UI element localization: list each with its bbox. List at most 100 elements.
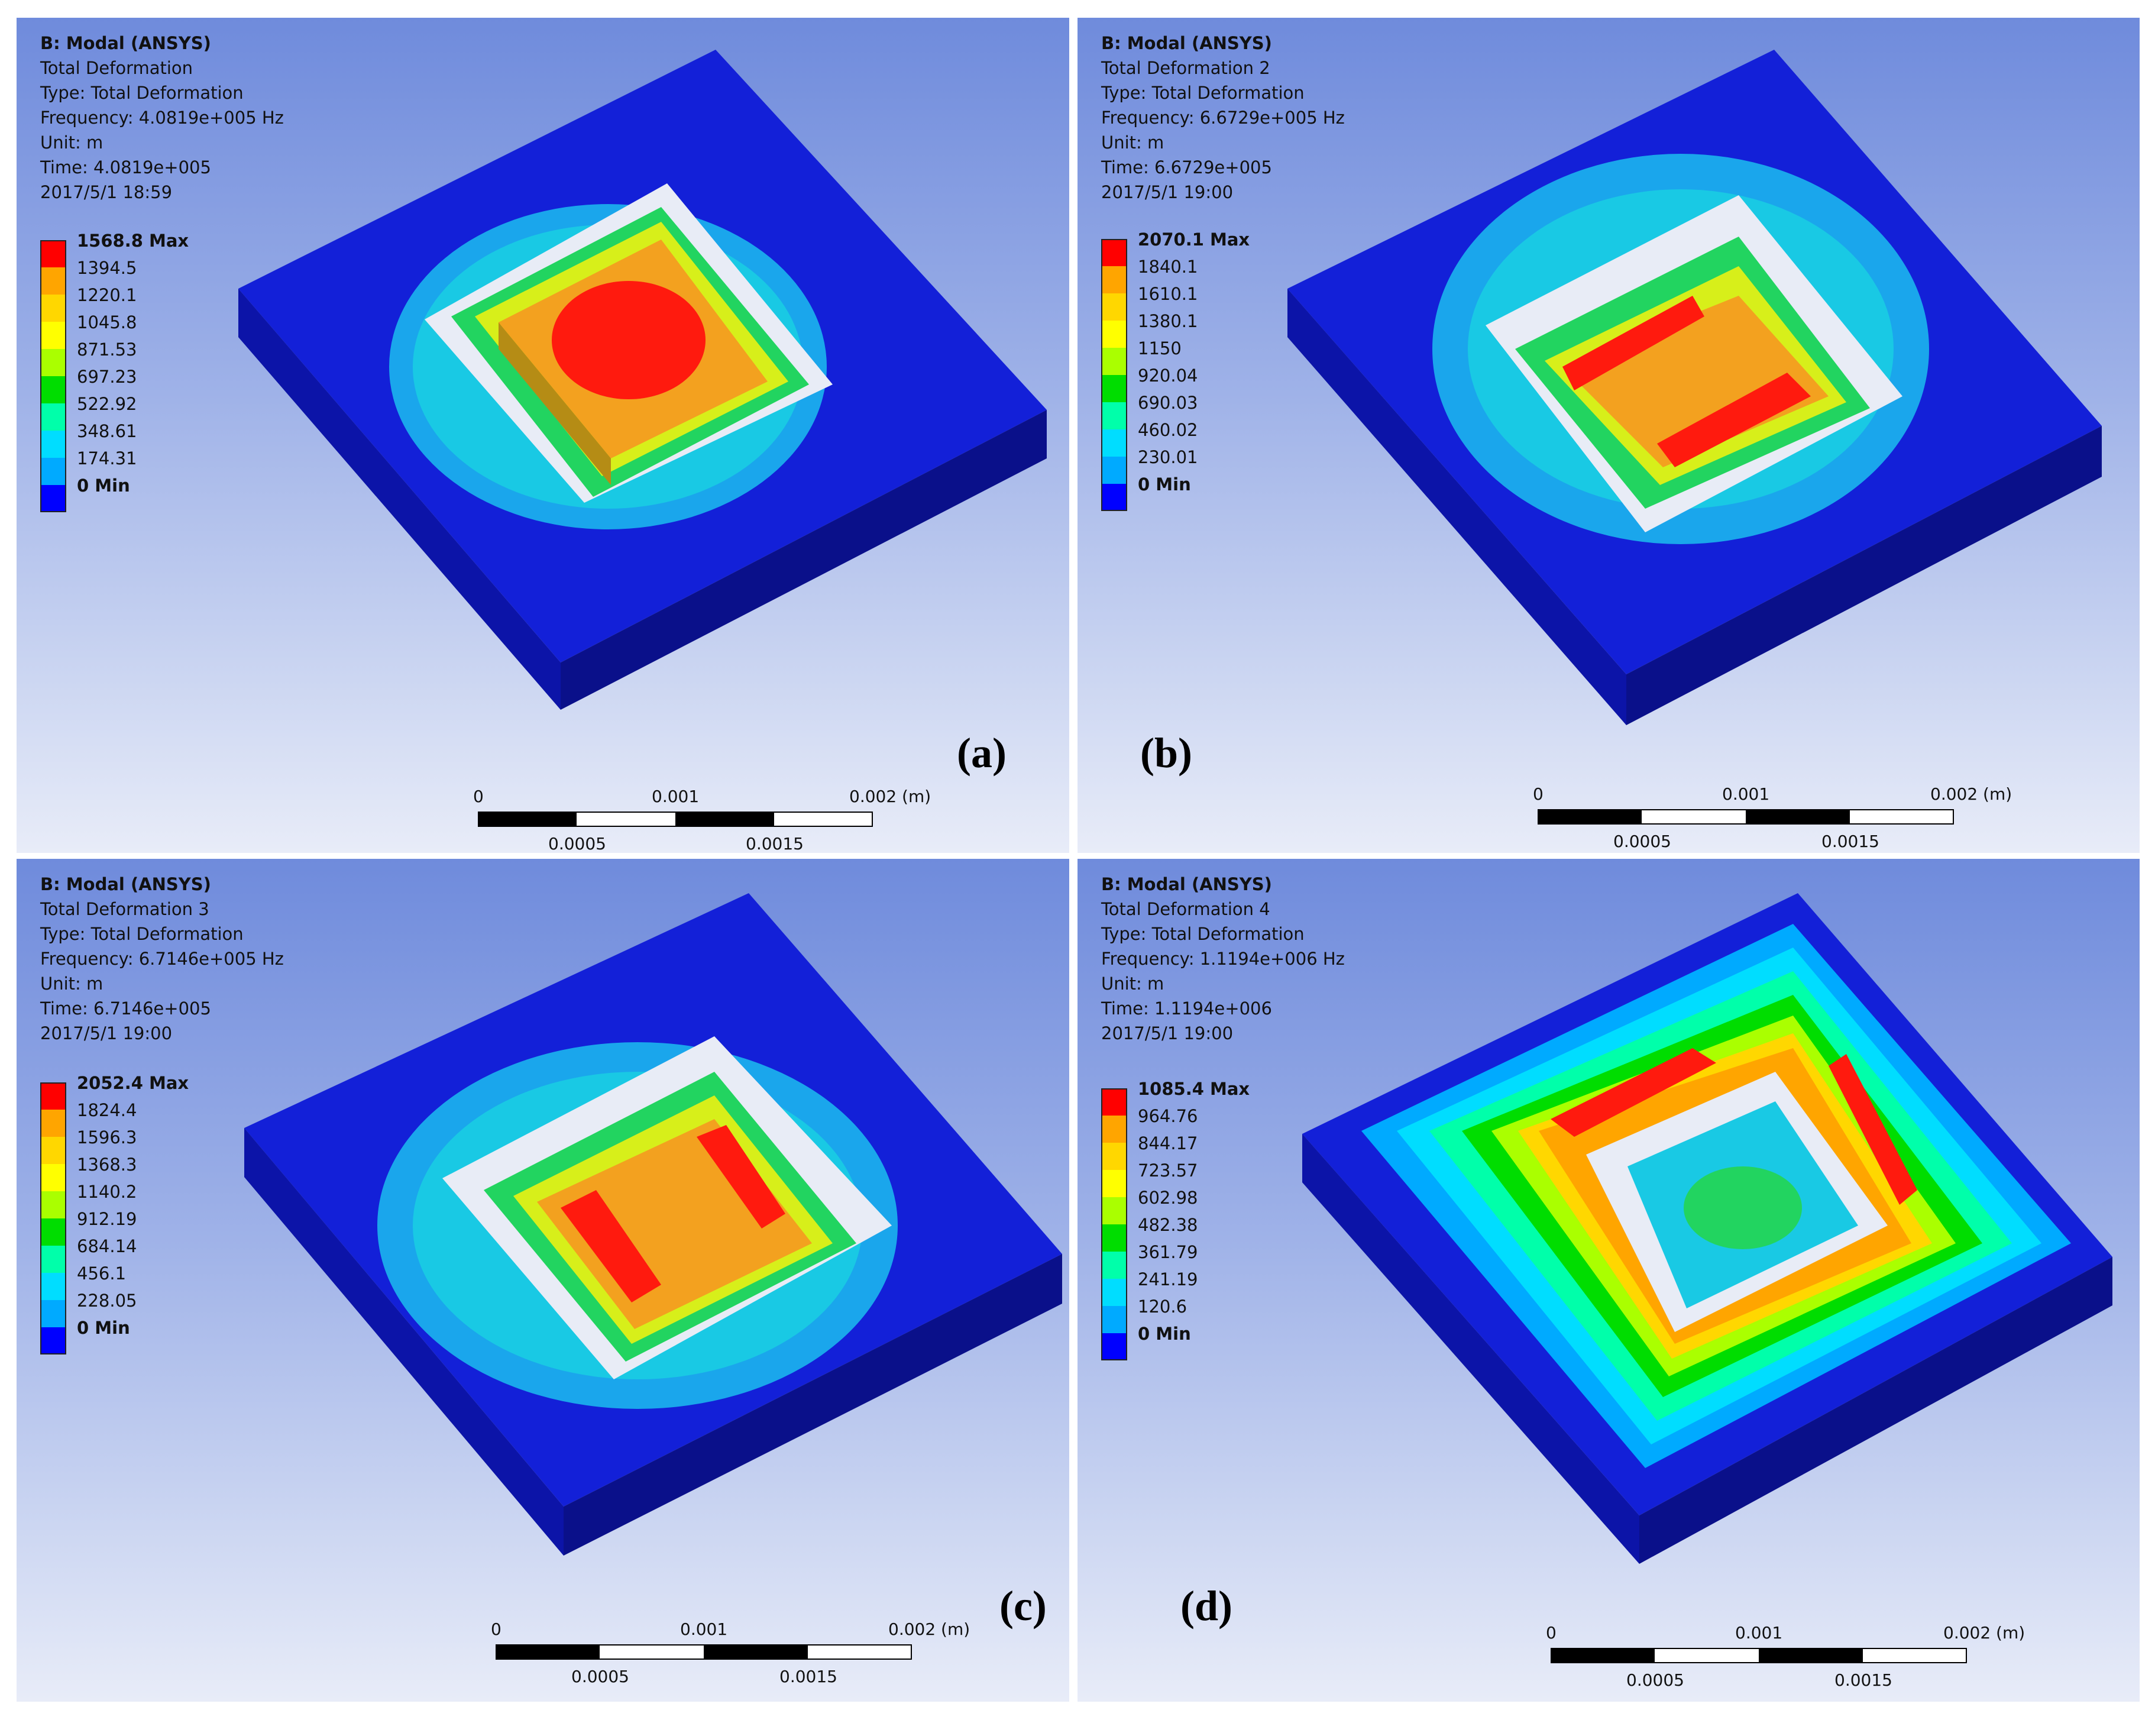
- scale-tick-bottom: 0.0005: [1626, 1670, 1684, 1690]
- legend-swatch: [1101, 1143, 1127, 1170]
- plate-side-left: [238, 289, 561, 710]
- legend-label: 0 Min: [77, 1318, 130, 1338]
- frequency: Frequency: 4.0819e+005 Hz: [40, 108, 284, 128]
- time: Time: 6.7146e+005: [40, 998, 211, 1019]
- legend-swatch: [40, 458, 66, 485]
- legend-label: 2052.4 Max: [77, 1073, 189, 1093]
- legend-swatch: [1101, 457, 1127, 484]
- legend-swatch: [1101, 1170, 1127, 1197]
- time: Time: 1.1194e+006: [1101, 998, 1272, 1019]
- unit: Unit: m: [40, 974, 103, 994]
- legend-swatch: [40, 1082, 66, 1110]
- legend-swatch: [40, 1218, 66, 1246]
- legend-swatch: [1101, 1088, 1127, 1116]
- max-deformation-edge-1: [561, 1190, 661, 1302]
- legend-label: 361.79: [1138, 1242, 1198, 1262]
- panel-title: B: Modal (ANSYS): [40, 874, 211, 894]
- unit: Unit: m: [1101, 974, 1164, 994]
- inner-mass-center: [1684, 1166, 1802, 1249]
- panel-title: B: Modal (ANSYS): [1101, 33, 1272, 53]
- legend-swatch: [1101, 1279, 1127, 1306]
- scale-tick-bottom: 0.0015: [1821, 832, 1879, 851]
- scale-tick-bottom: 0.0015: [1834, 1670, 1892, 1690]
- panel-b-scale-bar: 0 0.001 0.002 (m) 0.0005 0.0015: [1533, 784, 2012, 861]
- legend-label: 871.53: [77, 340, 137, 360]
- frequency: Frequency: 1.1194e+006 Hz: [1101, 949, 1345, 969]
- legend-label: 964.76: [1138, 1106, 1198, 1126]
- scale-bar-segment: [1538, 809, 1642, 825]
- scale-bar-segment: [704, 1644, 808, 1660]
- legend-swatch: [1101, 1224, 1127, 1252]
- max-deformation-edge-1: [1562, 296, 1704, 390]
- result-name: Total Deformation 3: [40, 899, 209, 919]
- legend-label: 0 Min: [1138, 474, 1191, 494]
- legend-label: 230.01: [1138, 447, 1198, 467]
- plate-side-front: [1639, 1257, 2112, 1564]
- legend-swatch: [40, 403, 66, 431]
- scale-bar-segment: [1551, 1648, 1655, 1663]
- panel-c-model-view: [244, 893, 1062, 1556]
- legend-label: 348.61: [77, 421, 137, 441]
- legend-label: 1368.3: [77, 1155, 137, 1175]
- panel-a-scale-bar: 0 0.001 0.002 (m) 0.0005 0.0015: [473, 787, 931, 864]
- legend-swatch: [40, 295, 66, 322]
- result-name: Total Deformation 2: [1101, 58, 1270, 78]
- scale-tick-bottom: 0.0005: [571, 1667, 629, 1686]
- legend-swatch: [40, 1137, 66, 1164]
- scale-tick-top: 0: [1533, 784, 1544, 804]
- scale-bar-segment: [1746, 809, 1850, 825]
- legend-swatch: [40, 431, 66, 458]
- scale-bar-segment: [478, 812, 577, 827]
- legend-swatch: [1101, 1197, 1127, 1224]
- panel-c-viewport: B: Modal (ANSYS) Total Deformation 3 Typ…: [17, 859, 1069, 1702]
- scale-tick-bottom: 0.0015: [746, 834, 804, 854]
- legend-swatch: [40, 1164, 66, 1191]
- result-type: Type: Total Deformation: [40, 924, 244, 944]
- max-deformation-region: [552, 281, 706, 399]
- legend-label: 460.02: [1138, 420, 1198, 440]
- result-type: Type: Total Deformation: [1101, 924, 1305, 944]
- scale-tick-top: 0.002 (m): [888, 1619, 970, 1639]
- frequency: Frequency: 6.6729e+005 Hz: [1101, 108, 1345, 128]
- scale-tick-top: 0.002 (m): [849, 787, 931, 806]
- legend-swatch: [40, 322, 66, 349]
- scale-tick-bottom: 0.0005: [1613, 832, 1671, 851]
- legend-label: 174.31: [77, 448, 137, 468]
- legend-label: 0 Min: [1138, 1324, 1191, 1344]
- time: Time: 6.6729e+005: [1101, 157, 1272, 177]
- legend-swatch: [1101, 348, 1127, 375]
- legend-label: 1840.1: [1138, 257, 1198, 277]
- legend-swatch: [1101, 321, 1127, 348]
- legend-swatch: [1101, 293, 1127, 321]
- legend-label: 723.57: [1138, 1160, 1198, 1181]
- legend-swatch: [1101, 1306, 1127, 1333]
- legend-label: 1140.2: [77, 1182, 137, 1202]
- legend-swatch: [40, 267, 66, 295]
- timestamp: 2017/5/1 19:00: [1101, 1023, 1234, 1043]
- legend-label: 1220.1: [77, 285, 137, 305]
- scale-tick-top: 0.001: [1722, 784, 1770, 804]
- panel-d-info: B: Modal (ANSYS) Total Deformation 4 Typ…: [1101, 872, 1345, 1046]
- legend-label: 690.03: [1138, 393, 1198, 413]
- legend-label: 1610.1: [1138, 284, 1198, 304]
- panel-c-label: (c): [999, 1582, 1047, 1630]
- legend-swatch: [1101, 402, 1127, 429]
- scale-tick-bottom: 0.0015: [779, 1667, 837, 1686]
- max-deformation-edge-1: [1551, 1048, 1716, 1137]
- legend-label: 120.6: [1138, 1297, 1187, 1317]
- legend-swatch: [40, 1300, 66, 1327]
- legend-label: 920.04: [1138, 366, 1198, 386]
- legend-swatch: [1101, 266, 1127, 293]
- legend-swatch: [40, 376, 66, 403]
- scale-bar-segment: [496, 1644, 600, 1660]
- legend-label: 844.17: [1138, 1133, 1198, 1153]
- panel-a-model-view: [238, 50, 1047, 710]
- max-deformation-edge-2: [1829, 1054, 1917, 1205]
- panel-a-info: B: Modal (ANSYS) Total Deformation Type:…: [40, 31, 284, 205]
- panel-b-viewport: B: Modal (ANSYS) Total Deformation 2 Typ…: [1078, 18, 2140, 853]
- panel-b-info: B: Modal (ANSYS) Total Deformation 2 Typ…: [1101, 31, 1345, 205]
- scale-tick-bottom: 0.0005: [548, 834, 606, 854]
- plate-side-front: [564, 1254, 1062, 1556]
- legend-swatch: [1101, 239, 1127, 266]
- result-type: Type: Total Deformation: [40, 83, 244, 103]
